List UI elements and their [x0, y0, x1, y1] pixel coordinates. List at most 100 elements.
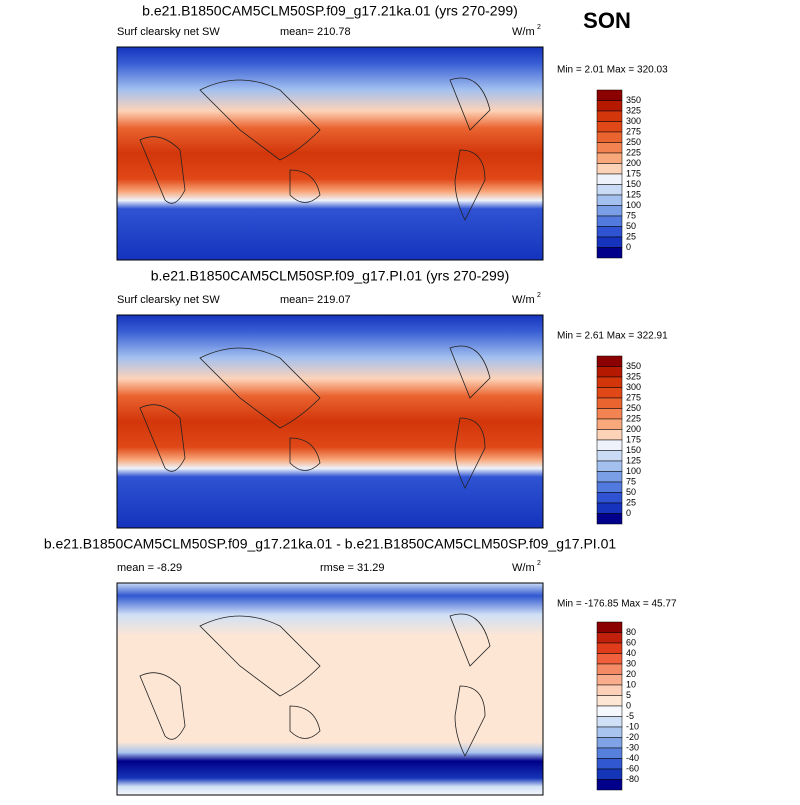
colorbar-label: 80 — [626, 627, 636, 637]
colorbar-box — [596, 387, 623, 399]
variable-label: Surf clearsky net SW — [117, 26, 220, 38]
colorbar-label: -10 — [626, 721, 639, 731]
colorbar-label: -5 — [626, 711, 634, 721]
colorbar-box — [596, 632, 623, 644]
units-sup: 2 — [537, 24, 541, 31]
colorbar-box — [596, 481, 623, 493]
colorbar-box — [596, 152, 623, 164]
colorbar-box — [596, 121, 623, 133]
colorbar-label: 325 — [626, 371, 641, 381]
panel-title: b.e21.B1850CAM5CLM50SP.f09_g17.21ka.01 (… — [142, 3, 518, 19]
colorbar-box — [596, 89, 623, 101]
colorbar-label: -20 — [626, 732, 639, 742]
colorbar-label: 225 — [626, 413, 641, 423]
colorbar-box — [596, 471, 623, 483]
colorbar-box — [596, 397, 623, 409]
colorbar-label: 125 — [626, 189, 641, 199]
colorbar-box — [596, 779, 623, 791]
colorbar-label: 25 — [626, 497, 636, 507]
colorbar-label: 75 — [626, 476, 636, 486]
colorbar-label: 225 — [626, 147, 641, 157]
colorbar-label: 150 — [626, 179, 641, 189]
colorbar-box — [596, 705, 623, 717]
colorbar-label: 275 — [626, 392, 641, 402]
colorbar-label: 50 — [626, 221, 636, 231]
colorbar-label: 20 — [626, 669, 636, 679]
colorbar-label: 100 — [626, 466, 641, 476]
colorbar-box — [596, 247, 623, 259]
colorbar-label: 175 — [626, 434, 641, 444]
stat-label: mean= 210.78 — [280, 26, 351, 38]
min-max: Min = 2.01 Max = 320.03 — [557, 65, 668, 76]
map — [116, 582, 544, 796]
colorbar-box — [596, 205, 623, 217]
panel-title: b.e21.B1850CAM5CLM50SP.f09_g17.21ka.01 -… — [44, 536, 617, 552]
colorbar-label: -30 — [626, 742, 639, 752]
colorbar-label: 325 — [626, 105, 641, 115]
colorbar-box — [596, 376, 623, 388]
colorbar-box — [596, 429, 623, 441]
colorbar-box — [596, 173, 623, 185]
colorbar-box — [596, 100, 623, 112]
colorbar-box — [596, 642, 623, 654]
colorbar-box — [596, 184, 623, 196]
colorbar-box — [596, 726, 623, 738]
colorbar-label: 10 — [626, 679, 636, 689]
colorbar-label: 40 — [626, 648, 636, 658]
colorbar-box — [596, 236, 623, 248]
colorbar-label: 275 — [626, 126, 641, 136]
colorbar-label: 300 — [626, 116, 641, 126]
units: W/m — [512, 26, 535, 38]
colorbar-box — [596, 621, 623, 633]
colorbar-box — [596, 684, 623, 696]
coastlines — [139, 77, 491, 757]
colorbar-box — [596, 408, 623, 420]
colorbar-label: 250 — [626, 137, 641, 147]
colorbar-label: 30 — [626, 658, 636, 668]
colorbar-label: 150 — [626, 445, 641, 455]
colorbar-label: 300 — [626, 382, 641, 392]
colorbar-box — [596, 226, 623, 238]
min-max: Min = 2.61 Max = 322.91 — [557, 331, 668, 342]
colorbar-label: 175 — [626, 168, 641, 178]
colorbar-box — [596, 747, 623, 759]
colorbar-box — [596, 163, 623, 175]
colorbar-label: 200 — [626, 158, 641, 168]
colorbar-box — [596, 131, 623, 143]
colorbar-label: 350 — [626, 95, 641, 105]
colorbar-box — [596, 695, 623, 707]
colorbar-box — [596, 492, 623, 504]
colorbar-label: -60 — [626, 763, 639, 773]
colorbar-box — [596, 768, 623, 780]
colorbar-box — [596, 450, 623, 462]
colorbar-label: 125 — [626, 455, 641, 465]
colorbar-label: 5 — [626, 690, 631, 700]
colorbar-label: 0 — [626, 242, 631, 252]
colorbar-box — [596, 737, 623, 749]
colorbar-label: 0 — [626, 700, 631, 710]
panel-title: b.e21.B1850CAM5CLM50SP.f09_g17.PI.01 (yr… — [151, 268, 510, 284]
colorbar-label: -40 — [626, 753, 639, 763]
colorbar-box — [596, 653, 623, 665]
colorbar-label: 0 — [626, 508, 631, 518]
variable-label: Surf clearsky net SW — [117, 294, 220, 306]
variable-label: mean = -8.29 — [117, 562, 182, 574]
colorbar-label: -80 — [626, 774, 639, 784]
units-sup: 2 — [537, 560, 541, 567]
map — [116, 314, 544, 529]
units: W/m — [512, 294, 535, 306]
colorbar-box — [596, 758, 623, 770]
map — [116, 46, 544, 261]
colorbar-label: 250 — [626, 403, 641, 413]
colorbar-box — [596, 142, 623, 154]
colorbar-box — [596, 355, 623, 367]
colorbar-label: 50 — [626, 487, 636, 497]
colorbar-box — [596, 194, 623, 206]
colorbar-box — [596, 663, 623, 675]
colorbar-box — [596, 439, 623, 451]
units-sup: 2 — [537, 292, 541, 299]
colorbar-box — [596, 513, 623, 525]
stat-label: rmse = 31.29 — [320, 562, 385, 574]
